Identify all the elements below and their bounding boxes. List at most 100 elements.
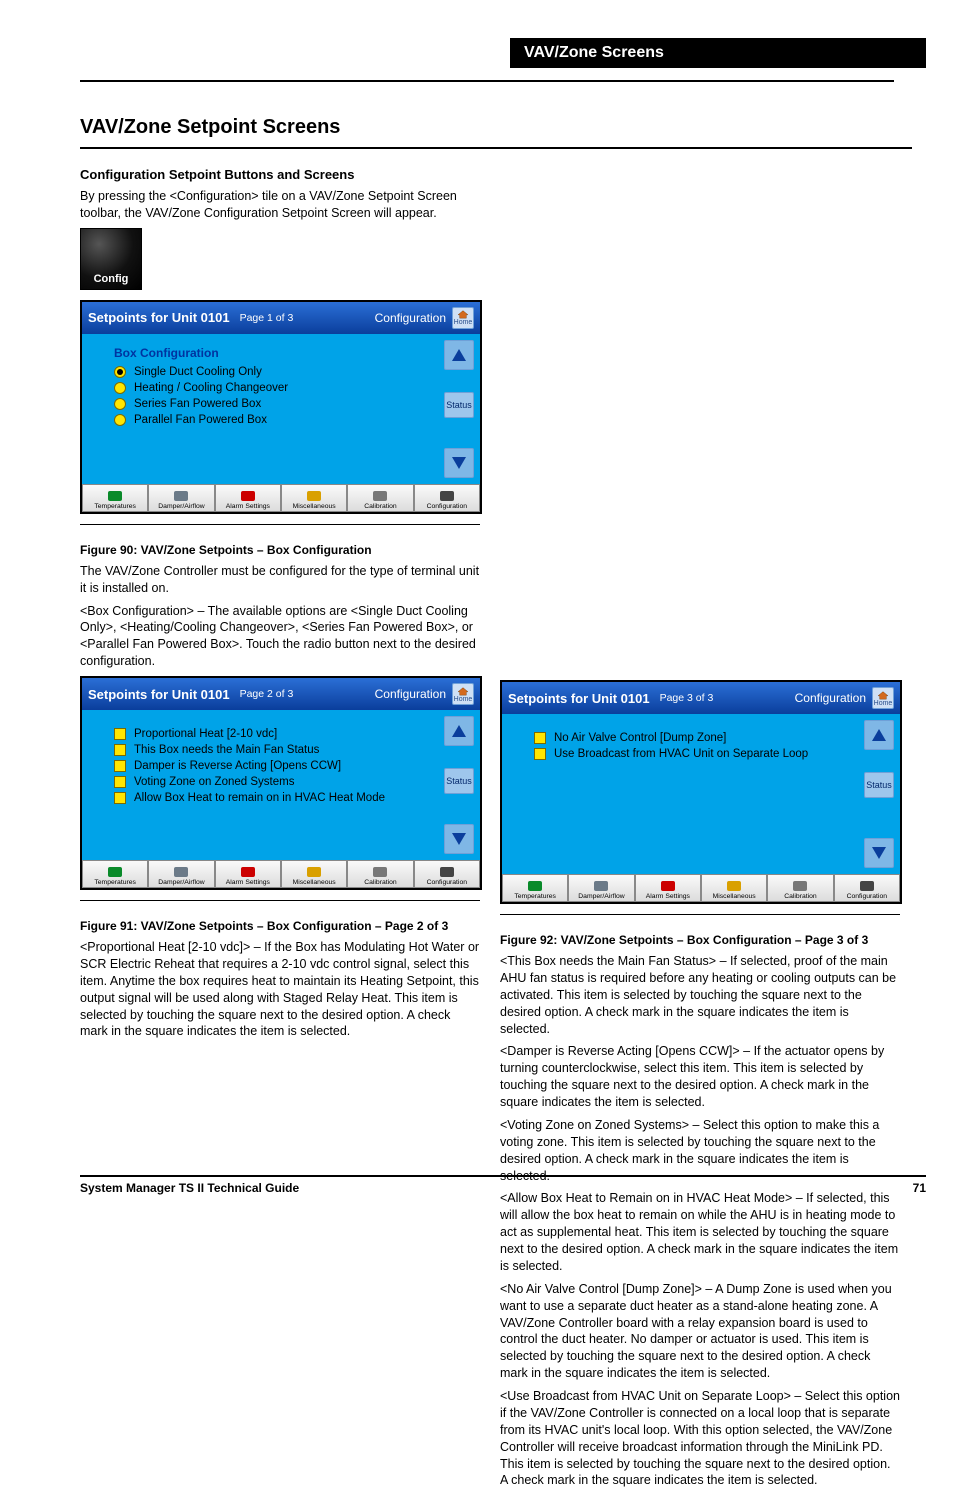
- toolbar-icon: [108, 866, 122, 878]
- checkbox-option[interactable]: This Box needs the Main Fan Status: [114, 744, 438, 756]
- toolbar-item[interactable]: Damper/Airflow: [148, 860, 214, 888]
- toolbar-item[interactable]: Configuration: [834, 874, 900, 902]
- footer-left: System Manager TS II Technical Guide: [80, 1181, 362, 1195]
- panel-1-toolbar: TemperaturesDamper/Airflow Alarm Settings…: [82, 484, 480, 512]
- scroll-up-button[interactable]: [444, 716, 474, 746]
- toolbar-item[interactable]: Temperatures: [82, 484, 148, 512]
- footer-pagenum: [362, 1181, 644, 1195]
- footer: System Manager TS II Technical Guide 71: [80, 1167, 926, 1195]
- arrow-down-icon: [452, 833, 466, 845]
- toolbar-item[interactable]: Alarm Settings: [635, 874, 701, 902]
- toolbar-icon: [440, 490, 454, 502]
- panel-1-body: Box Configuration Single Duct Cooling On…: [82, 334, 480, 484]
- arrow-down-icon: [452, 457, 466, 469]
- home-button[interactable]: Home: [872, 687, 894, 709]
- toolbar-label: Alarm Settings: [226, 503, 270, 510]
- fig3-divider: [500, 914, 900, 915]
- toolbar-item[interactable]: Miscellaneous: [701, 874, 767, 902]
- checkbox-option[interactable]: Allow Box Heat to remain on in HVAC Heat…: [114, 792, 438, 804]
- toolbar-icon: [440, 866, 454, 878]
- checkbox-icon: [114, 760, 126, 772]
- toolbar-item[interactable]: Calibration: [767, 874, 833, 902]
- checkbox-option[interactable]: No Air Valve Control [Dump Zone]: [534, 732, 858, 744]
- toolbar-label: Calibration: [784, 893, 817, 900]
- scroll-down-button[interactable]: [444, 824, 474, 854]
- toolbar-icon: [594, 880, 608, 892]
- radio-option[interactable]: Single Duct Cooling Only: [114, 366, 438, 378]
- radio-option[interactable]: Parallel Fan Powered Box: [114, 414, 438, 426]
- panel-3-title: Setpoints for Unit 0101: [508, 691, 650, 706]
- toolbar-label: Calibration: [364, 879, 397, 886]
- toolbar-item[interactable]: Alarm Settings: [215, 860, 281, 888]
- toolbar-item[interactable]: Configuration: [414, 860, 480, 888]
- panel-1: Setpoints for Unit 0101 Page 1 of 3 Conf…: [80, 300, 482, 514]
- panel-3-pagenum: Page 3 of 3: [660, 692, 714, 704]
- fig2-body: <Proportional Heat [2-10 vdc]> – If the …: [80, 939, 480, 1040]
- option-label: Allow Box Heat to remain on in HVAC Heat…: [134, 792, 385, 804]
- section-rule: [80, 147, 912, 149]
- panel-1-header: Setpoints for Unit 0101 Page 1 of 3 Conf…: [82, 302, 480, 334]
- checkbox-icon: [534, 748, 546, 760]
- panel-3: Setpoints for Unit 0101 Page 3 of 3 Conf…: [500, 680, 902, 904]
- home-button[interactable]: Home: [452, 307, 474, 329]
- panel-3-header: Setpoints for Unit 0101 Page 3 of 3 Conf…: [502, 682, 900, 714]
- toolbar-icon: [661, 880, 675, 892]
- toolbar-icon: [307, 866, 321, 878]
- toolbar-item[interactable]: Temperatures: [502, 874, 568, 902]
- toolbar-icon: [241, 490, 255, 502]
- toolbar-item[interactable]: Damper/Airflow: [568, 874, 634, 902]
- scroll-down-button[interactable]: [444, 448, 474, 478]
- radio-option[interactable]: Series Fan Powered Box: [114, 398, 438, 410]
- toolbar-label: Damper/Airflow: [578, 893, 624, 900]
- option-label: Proportional Heat [2-10 vdc]: [134, 728, 277, 740]
- toolbar-icon: [373, 866, 387, 878]
- fig3-title: Figure 92: VAV/Zone Setpoints – Box Conf…: [500, 933, 902, 947]
- toolbar-label: Alarm Settings: [226, 879, 270, 886]
- status-button[interactable]: Status: [864, 772, 894, 798]
- left-column: Setpoints for Unit 0101 Page 2 of 3 Conf…: [80, 676, 482, 1495]
- checkbox-option[interactable]: Proportional Heat [2-10 vdc]: [114, 728, 438, 740]
- checkbox-option[interactable]: Use Broadcast from HVAC Unit on Separate…: [534, 748, 858, 760]
- toolbar-label: Miscellaneous: [293, 503, 336, 510]
- scroll-down-button[interactable]: [864, 838, 894, 868]
- toolbar-item[interactable]: Alarm Settings: [215, 484, 281, 512]
- home-label: Home: [454, 696, 473, 703]
- toolbar-item[interactable]: Calibration: [347, 484, 413, 512]
- status-button[interactable]: Status: [444, 768, 474, 794]
- toolbar-item[interactable]: Miscellaneous: [281, 484, 347, 512]
- toolbar-icon: [727, 880, 741, 892]
- radio-option[interactable]: Heating / Cooling Changeover: [114, 382, 438, 394]
- home-label: Home: [454, 319, 473, 326]
- fig3-body6: <Use Broadcast from HVAC Unit on Separat…: [500, 1388, 900, 1489]
- toolbar-label: Miscellaneous: [293, 879, 336, 886]
- radio-icon: [114, 398, 126, 410]
- radio-icon: [114, 382, 126, 394]
- top-banner-text: VAV/Zone Screens: [510, 44, 664, 61]
- toolbar-label: Calibration: [364, 503, 397, 510]
- scroll-up-button[interactable]: [864, 720, 894, 750]
- toolbar-item[interactable]: Configuration: [414, 484, 480, 512]
- fig2-title: Figure 91: VAV/Zone Setpoints – Box Conf…: [80, 919, 482, 933]
- scroll-up-button[interactable]: [444, 340, 474, 370]
- toolbar-item[interactable]: Miscellaneous: [281, 860, 347, 888]
- panel-2-pagenum: Page 2 of 3: [240, 688, 294, 700]
- config-button[interactable]: Config: [80, 228, 142, 290]
- top-rule: [80, 80, 894, 82]
- panel-3-toolbar: Temperatures Damper/Airflow Alarm Settings…: [502, 874, 900, 902]
- checkbox-icon: [114, 744, 126, 756]
- toolbar-item[interactable]: Temperatures: [82, 860, 148, 888]
- arrow-up-icon: [452, 349, 466, 361]
- checkbox-option[interactable]: Voting Zone on Zoned Systems: [114, 776, 438, 788]
- option-label: No Air Valve Control [Dump Zone]: [554, 732, 726, 744]
- toolbar-item[interactable]: Damper/Airflow: [148, 484, 214, 512]
- toolbar-item[interactable]: Calibration: [347, 860, 413, 888]
- home-button[interactable]: Home: [452, 683, 474, 705]
- panel-1-box-title: Box Configuration: [114, 346, 438, 360]
- toolbar-icon: [174, 866, 188, 878]
- toolbar-icon: [307, 490, 321, 502]
- intro-text: By pressing the <Configuration> tile on …: [80, 188, 480, 222]
- status-button[interactable]: Status: [444, 392, 474, 418]
- panel-1-title: Setpoints for Unit 0101: [88, 310, 230, 325]
- checkbox-option[interactable]: Damper is Reverse Acting [Opens CCW]: [114, 760, 438, 772]
- toolbar-label: Configuration: [847, 893, 887, 900]
